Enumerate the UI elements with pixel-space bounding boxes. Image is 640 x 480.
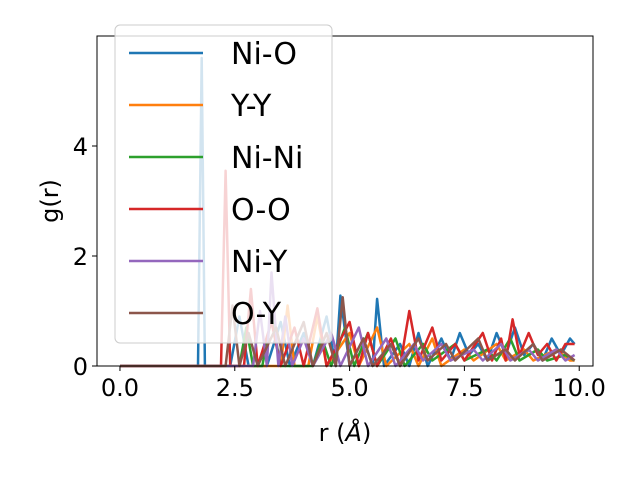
x-axis-ticks: 0.0 2.5 5.0 7.5 10.0	[101, 366, 606, 402]
legend-entry: O-O	[231, 193, 291, 228]
legend-entry: Ni-Y	[231, 245, 288, 280]
y-tick-label: 2	[73, 243, 88, 271]
y-tick-label: 4	[73, 133, 88, 161]
x-axis-label: r (Å)	[319, 418, 372, 447]
plot-frame	[96, 35, 594, 367]
x-tick-label: 10.0	[553, 374, 606, 402]
x-tick-label: 7.5	[445, 374, 483, 402]
series-line-o-y	[120, 296, 576, 368]
y-axis-label: g(r)	[36, 179, 64, 223]
legend: Ni-O Y-Y Ni-Ni O-O Ni-Y O-Y	[114, 24, 333, 344]
x-axis-unit: Å	[344, 418, 362, 447]
legend-entry: Ni-Ni	[231, 141, 303, 176]
legend-entry: Y-Y	[230, 89, 272, 124]
legend-box	[114, 24, 333, 344]
x-tick-label: 2.5	[216, 374, 254, 402]
y-tick-label: 0	[73, 353, 88, 381]
x-tick-label: 0.0	[101, 374, 139, 402]
y-axis-ticks: 0 2 4	[73, 133, 97, 381]
x-tick-label: 5.0	[331, 374, 369, 402]
legend-items: Ni-O Y-Y Ni-Ni O-O Ni-Y O-Y	[129, 37, 303, 332]
legend-entry: Ni-O	[231, 37, 297, 72]
legend-entry: O-Y	[231, 297, 282, 332]
